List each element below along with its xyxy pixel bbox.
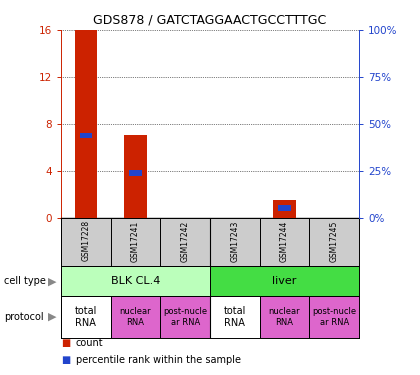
Bar — [310, 296, 359, 338]
Bar — [80, 132, 92, 138]
Text: total
RNA: total RNA — [224, 306, 246, 328]
Bar — [61, 217, 110, 266]
Bar — [61, 296, 110, 338]
Bar — [110, 217, 160, 266]
Bar — [260, 296, 310, 338]
Text: protocol: protocol — [4, 312, 44, 322]
Text: GSM17244: GSM17244 — [280, 220, 289, 262]
Text: BLK CL.4: BLK CL.4 — [111, 276, 160, 286]
Bar — [160, 296, 210, 338]
Text: GSM17242: GSM17242 — [181, 220, 190, 261]
Text: nuclear
RNA: nuclear RNA — [269, 307, 300, 327]
Text: post-nucle
ar RNA: post-nucle ar RNA — [163, 307, 207, 327]
Bar — [278, 205, 291, 211]
Bar — [75, 30, 97, 217]
Title: GDS878 / GATCTAGGAACTGCCTTTGC: GDS878 / GATCTAGGAACTGCCTTTGC — [93, 13, 327, 26]
Text: count: count — [76, 338, 103, 348]
Bar — [310, 217, 359, 266]
Text: GSM17228: GSM17228 — [81, 220, 90, 261]
Bar — [210, 296, 260, 338]
Bar — [210, 217, 260, 266]
Text: total
RNA: total RNA — [75, 306, 97, 328]
Bar — [260, 217, 310, 266]
Text: nuclear
RNA: nuclear RNA — [120, 307, 151, 327]
Text: GSM17241: GSM17241 — [131, 220, 140, 261]
Text: post-nucle
ar RNA: post-nucle ar RNA — [312, 307, 356, 327]
Bar — [210, 266, 359, 296]
Text: GSM17243: GSM17243 — [230, 220, 239, 262]
Bar — [61, 266, 210, 296]
Bar — [110, 296, 160, 338]
Bar — [160, 217, 210, 266]
Text: cell type: cell type — [4, 276, 46, 286]
Text: liver: liver — [272, 276, 297, 286]
Text: ■: ■ — [61, 355, 70, 365]
Text: ▶: ▶ — [48, 276, 57, 286]
Bar — [273, 200, 296, 217]
Bar — [129, 170, 142, 176]
Text: GSM17245: GSM17245 — [330, 220, 339, 262]
Text: ■: ■ — [61, 338, 70, 348]
Bar — [124, 135, 147, 218]
Text: percentile rank within the sample: percentile rank within the sample — [76, 355, 241, 365]
Text: ▶: ▶ — [48, 312, 57, 322]
